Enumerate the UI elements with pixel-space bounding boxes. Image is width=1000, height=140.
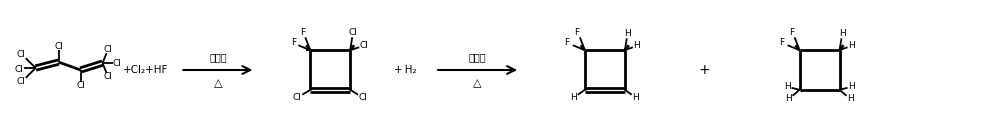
Text: Cl: Cl	[359, 93, 368, 102]
Text: H: H	[632, 93, 639, 102]
Text: Cl: Cl	[103, 45, 112, 54]
Text: H: H	[624, 29, 631, 38]
Text: F: F	[564, 38, 569, 47]
Text: F: F	[300, 28, 305, 37]
Text: △: △	[214, 78, 222, 88]
Text: △: △	[473, 78, 482, 88]
Text: Cl: Cl	[14, 65, 23, 74]
Text: H: H	[785, 94, 792, 103]
Text: H: H	[847, 94, 854, 103]
Text: Cl: Cl	[360, 41, 369, 50]
Text: H: H	[839, 29, 846, 38]
Text: Cl: Cl	[16, 50, 25, 59]
Text: H: H	[848, 82, 855, 91]
Text: Cl: Cl	[112, 59, 121, 68]
Text: +Cl₂+HF: +Cl₂+HF	[123, 65, 168, 75]
Text: Cl: Cl	[76, 81, 85, 90]
Text: Cl: Cl	[103, 72, 112, 81]
Text: H: H	[784, 82, 791, 91]
Text: 催化剂: 催化剂	[469, 52, 486, 62]
Text: + H₂: + H₂	[394, 65, 416, 75]
Text: 催化剂: 催化剂	[209, 52, 227, 62]
Text: Cl: Cl	[349, 28, 358, 37]
Text: H: H	[848, 41, 855, 50]
Text: Cl: Cl	[293, 93, 302, 102]
Text: H: H	[633, 41, 640, 50]
Text: F: F	[574, 28, 579, 37]
Text: Cl: Cl	[54, 42, 63, 51]
Text: F: F	[789, 28, 794, 37]
Text: F: F	[779, 38, 784, 47]
Text: +: +	[699, 63, 711, 77]
Text: Cl: Cl	[16, 77, 25, 86]
Text: H: H	[571, 93, 577, 102]
Text: F: F	[291, 38, 296, 47]
